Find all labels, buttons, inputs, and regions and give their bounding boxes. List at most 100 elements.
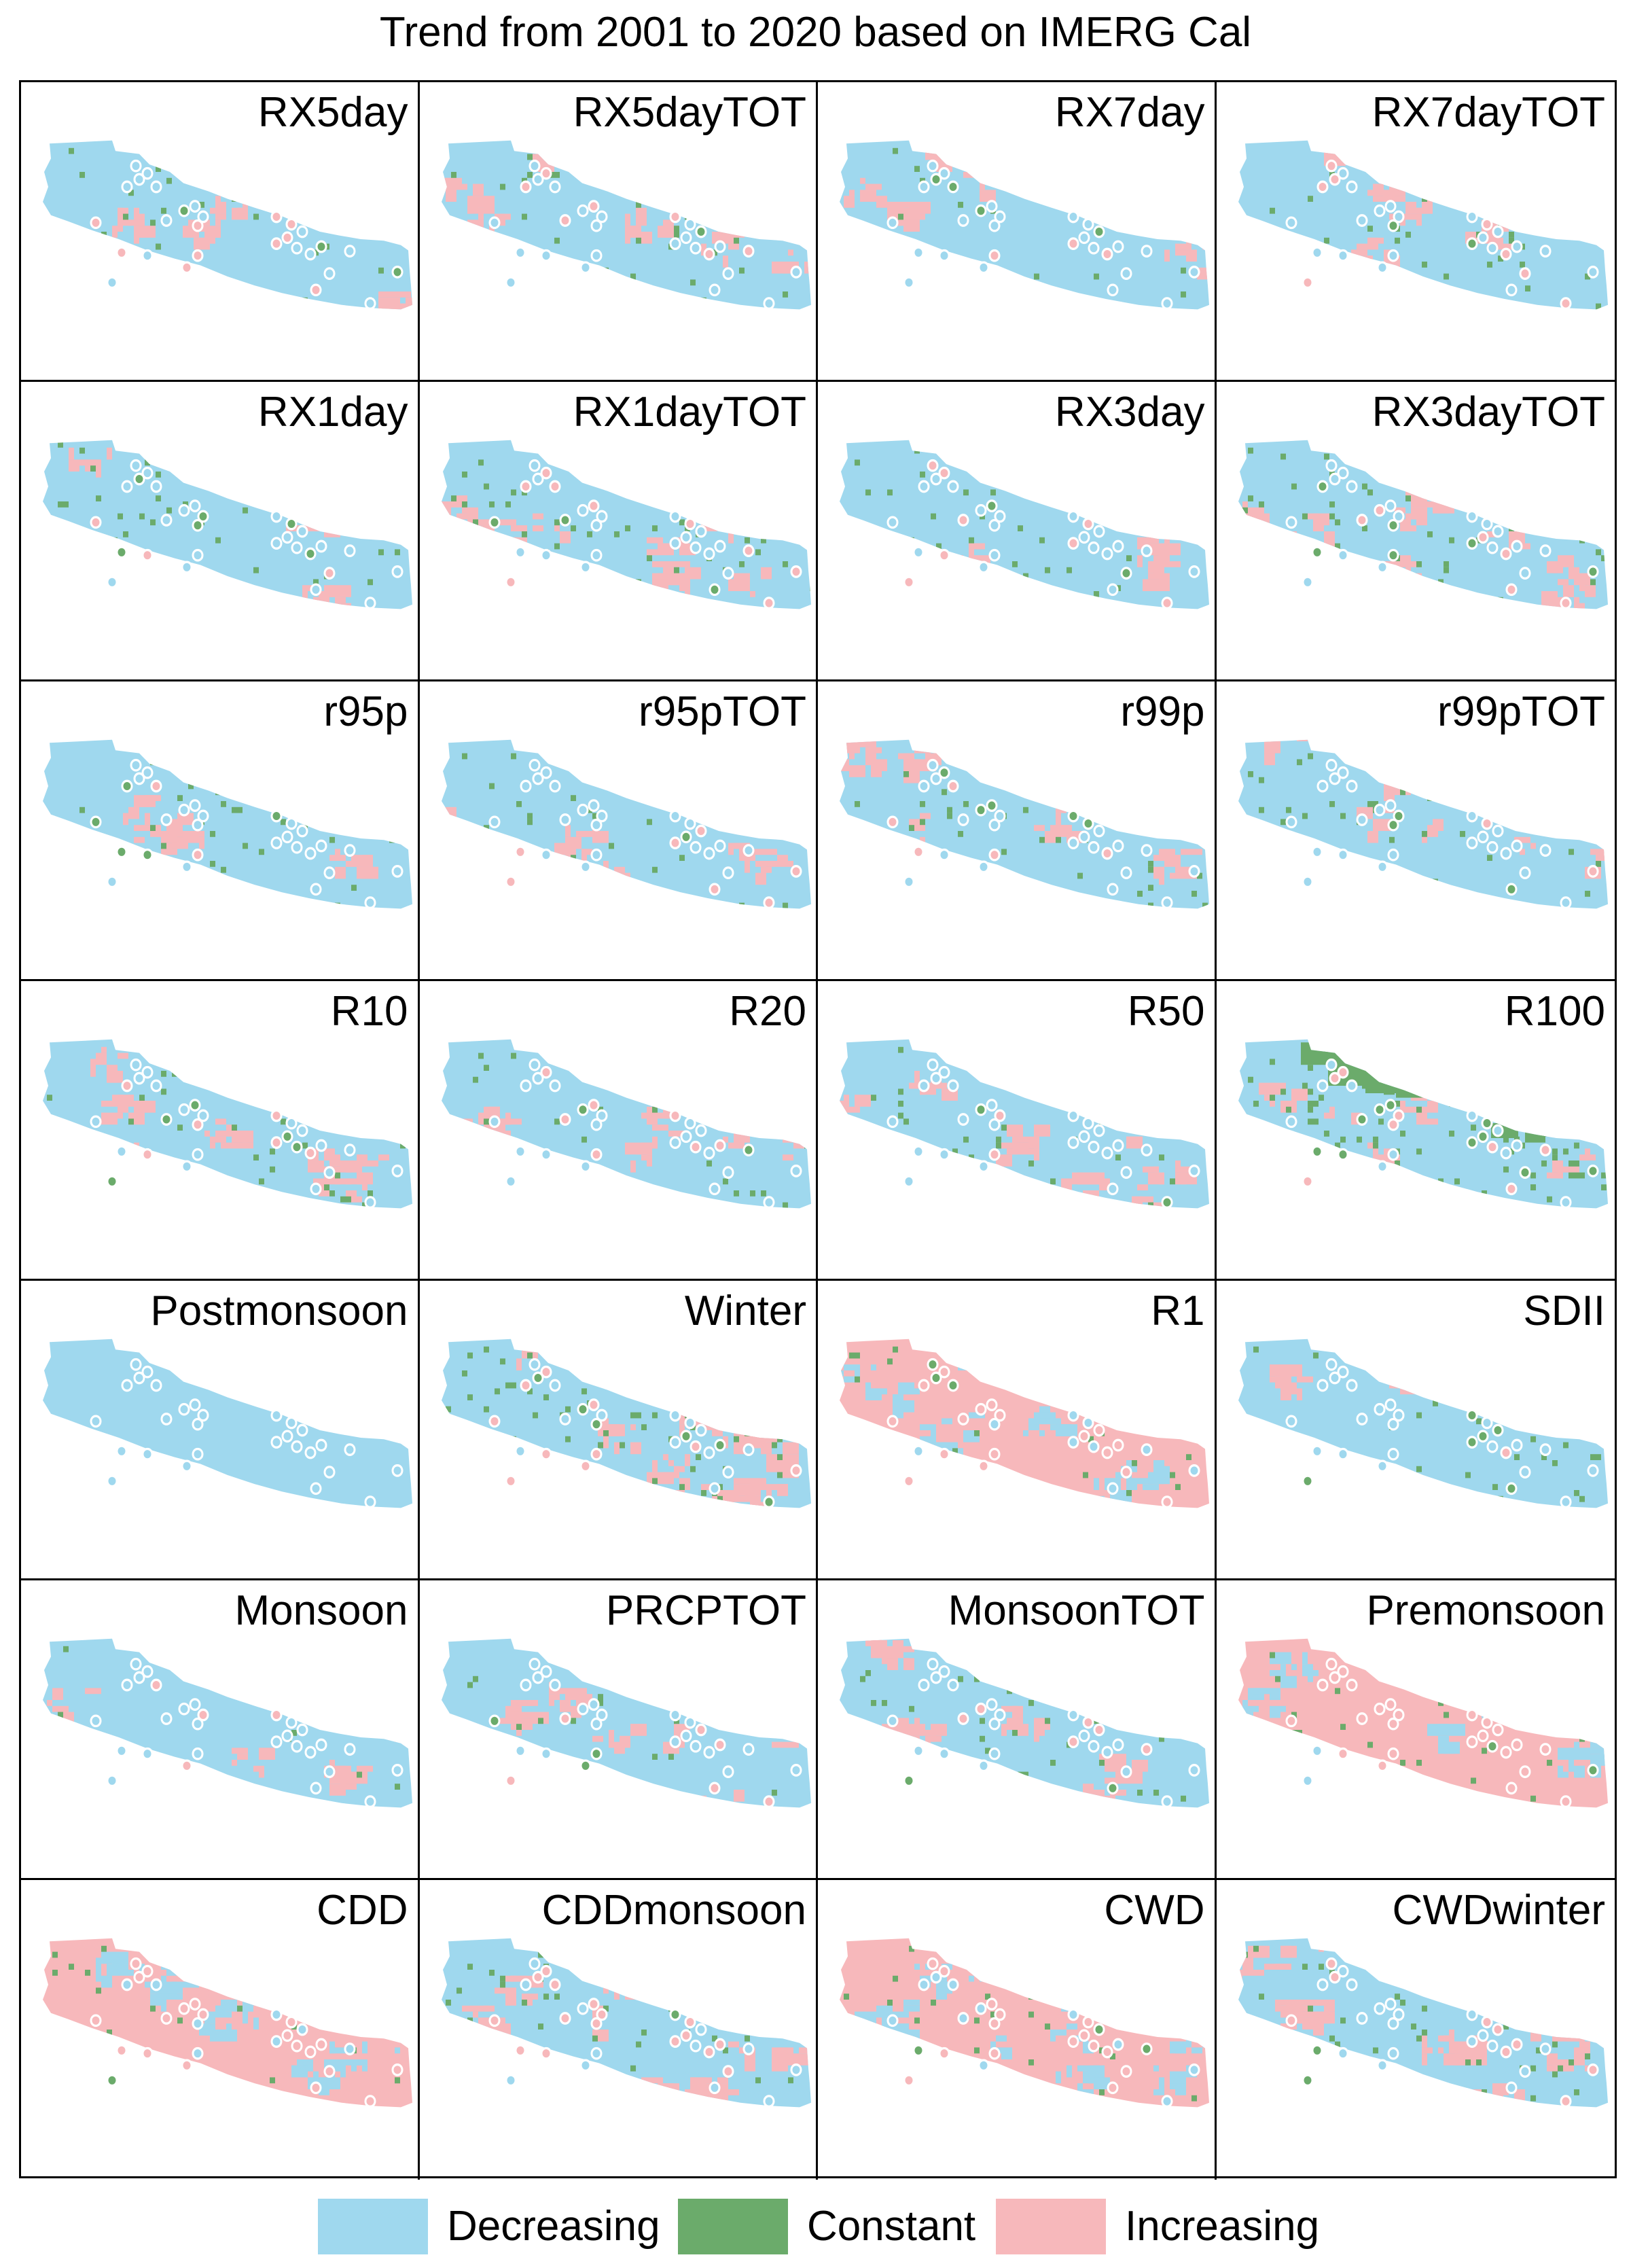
trend-cell-increasing [554, 1790, 565, 1802]
trend-cell-increasing [259, 1071, 270, 1077]
station-marker [285, 1116, 298, 1130]
trend-cell-increasing [1143, 172, 1159, 184]
station-marker [141, 1148, 154, 1161]
trend-cell-decreasing [969, 1975, 974, 1982]
station-marker [1337, 166, 1348, 180]
trend-cell-constant [733, 1190, 739, 1197]
trend-cell-increasing [766, 1484, 772, 1496]
trend-cell-increasing [472, 226, 478, 232]
station-marker [1285, 1115, 1297, 1129]
station-marker [1481, 817, 1492, 830]
station-marker [1329, 1671, 1340, 1684]
trend-cell-constant [1296, 1730, 1302, 1736]
station-marker [1376, 561, 1388, 574]
trend-cell-constant [1302, 513, 1308, 520]
trend-cell-constant [270, 902, 275, 909]
trend-cell-increasing [313, 597, 319, 609]
station-marker [975, 1402, 987, 1416]
trend-cell-constant [1274, 1495, 1280, 1502]
trend-cell-decreasing [1170, 2041, 1186, 2054]
trend-cell-constant [673, 567, 679, 573]
trend-cell-constant [641, 2030, 647, 2036]
trend-cell-constant [467, 1484, 473, 1490]
trend-cell-decreasing [1115, 1376, 1132, 1389]
panel-title: CWDwinter [1392, 1887, 1605, 1934]
trend-cell-increasing [809, 249, 811, 256]
trend-cell-constant [1372, 459, 1378, 466]
trend-cell-constant [1503, 1166, 1509, 1173]
trend-cell-constant [1454, 1987, 1460, 1994]
trend-cell-constant [472, 1676, 478, 1682]
trend-cell-constant [112, 537, 118, 544]
trend-cell-increasing [1137, 1682, 1143, 1695]
station-marker [315, 1438, 327, 1452]
trend-cell-constant [1099, 783, 1105, 790]
trend-cell-increasing [532, 1994, 538, 2000]
station-marker [1376, 860, 1388, 874]
trend-cell-constant [1394, 1202, 1400, 1209]
station-marker [532, 1071, 543, 1085]
trend-cell-decreasing [340, 2059, 346, 2072]
station-marker [178, 503, 190, 517]
trend-cell-constant [635, 237, 641, 244]
trend-cell-constant [722, 2047, 728, 2054]
trend-cell-constant [1012, 561, 1018, 567]
trend-cell-increasing [1367, 190, 1373, 196]
trend-cell-decreasing [898, 1382, 903, 1395]
trend-cell-decreasing [1067, 2023, 1077, 2030]
station-marker [1466, 237, 1477, 250]
trend-cell-increasing [641, 207, 647, 220]
trend-cell-constant [717, 1412, 723, 1419]
trend-cell-constant [510, 1382, 516, 1389]
trend-cell-constant [1312, 1352, 1319, 1359]
station-marker [918, 1978, 930, 1991]
trend-cell-constant [1372, 2047, 1378, 2054]
trend-cell-increasing [215, 196, 221, 202]
trend-cell-increasing [963, 154, 974, 166]
trend-cell-increasing [1524, 2107, 1541, 2108]
trend-cell-increasing [952, 555, 958, 567]
trend-cell-constant [662, 1490, 668, 1496]
trend-cell-increasing [1280, 531, 1291, 544]
trend-cell-decreasing [969, 1951, 980, 1958]
station-marker [714, 1438, 725, 1452]
station-marker [270, 1408, 283, 1422]
trend-cell-decreasing [368, 1981, 373, 1994]
trend-cell-constant [1470, 1076, 1476, 1083]
trend-cell-constant [378, 1945, 384, 1952]
station-marker [1141, 245, 1153, 258]
trend-cell-increasing [335, 1178, 351, 1185]
trend-cell-constant [1552, 2041, 1558, 2048]
trend-cell-decreasing [139, 2107, 150, 2108]
trend-cell-increasing [52, 1705, 69, 1712]
trend-cell-constant [1302, 813, 1308, 819]
trend-cell-constant [1285, 807, 1291, 813]
trend-cell-increasing [243, 603, 259, 609]
station-marker [1505, 1482, 1517, 1495]
station-marker [994, 510, 1006, 523]
station-marker [559, 813, 571, 826]
trend-cell-constant [1513, 177, 1520, 184]
trend-cell-increasing [925, 1735, 936, 1742]
trend-cell-constant [1018, 1376, 1023, 1383]
trend-cell-increasing [776, 1124, 783, 1131]
station-marker [115, 1445, 128, 1458]
station-marker [270, 537, 283, 550]
trend-cell-constant [368, 579, 373, 586]
trend-cell-increasing [787, 1418, 804, 1425]
trend-cell-increasing [1410, 1364, 1416, 1377]
station-marker [1337, 1365, 1348, 1379]
station-marker [1587, 1165, 1598, 1177]
trend-cell-increasing [467, 513, 473, 526]
station-marker [1316, 1079, 1328, 1093]
trend-cell-increasing [771, 1741, 788, 1748]
trend-cell-increasing [1110, 489, 1121, 501]
trend-cell-increasing [1039, 1658, 1056, 1670]
trend-cell-increasing [1110, 1202, 1126, 1209]
trend-cell-constant [1573, 1160, 1579, 1167]
trend-cell-constant [1372, 801, 1378, 807]
trend-cell-decreasing [1137, 1975, 1143, 1988]
trend-cell-constant [1258, 1994, 1264, 2000]
station-marker [270, 836, 283, 849]
trend-cell-decreasing [855, 2011, 865, 2024]
